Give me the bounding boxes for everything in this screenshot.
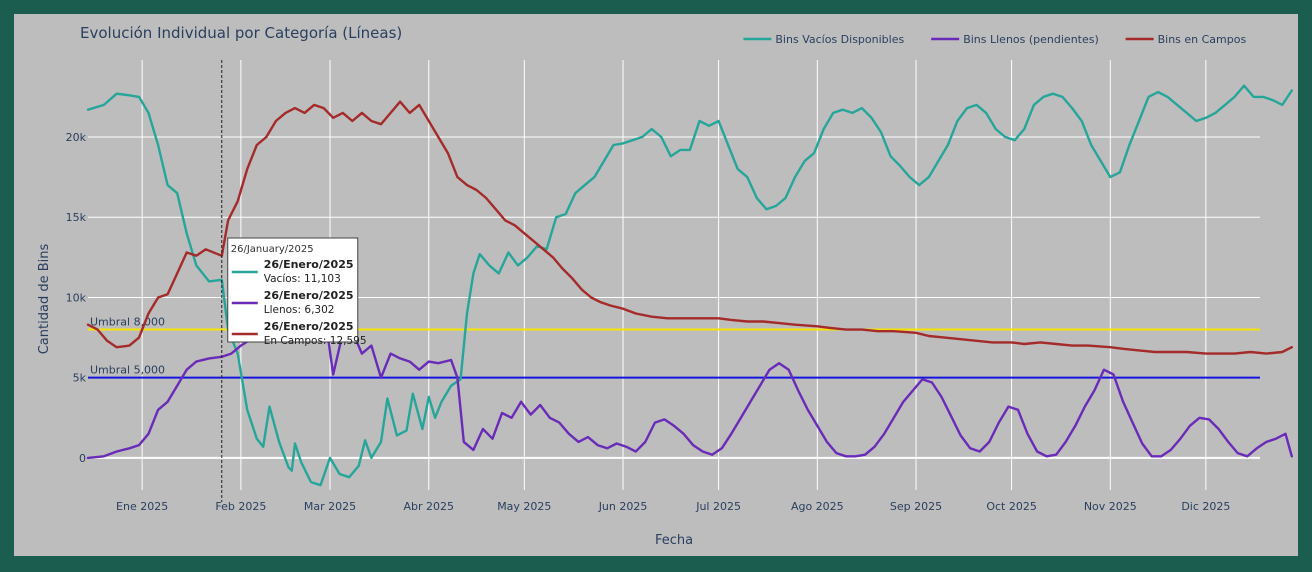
x-tick-label: Ago 2025 [791, 500, 844, 513]
legend-item[interactable]: Bins Llenos (pendientes) [931, 33, 1099, 46]
tooltip-date: 26/Enero/2025 [264, 289, 354, 302]
legend-label: Bins Vacíos Disponibles [775, 33, 904, 46]
x-tick-label: Dic 2025 [1181, 500, 1230, 513]
y-tick-label: 5k [73, 372, 87, 385]
threshold-label: Umbral 5,000 [90, 364, 165, 377]
tooltip-date: 26/Enero/2025 [264, 258, 354, 271]
x-tick-label: May 2025 [497, 500, 551, 513]
series-line[interactable] [86, 84, 1293, 487]
tooltip-value: Vacíos: 11,103 [264, 273, 341, 285]
threshold-label: Umbral 8,000 [90, 316, 165, 329]
y-tick-label: 20k [66, 131, 87, 144]
line-chart: Umbral 8,000 Umbral 5,000 Ene 2025 Feb 202… [37, 24, 1293, 548]
x-tick-label: Jul 2025 [695, 500, 741, 513]
x-tick-label: Abr 2025 [404, 500, 455, 513]
tooltip-value: Llenos: 6,302 [264, 304, 335, 316]
chart-title: Evolución Individual por Categoría (Líne… [80, 24, 402, 42]
x-tick-label: Nov 2025 [1084, 500, 1137, 513]
axes: Ene 2025 Feb 2025 Mar 2025 Abr 2025 May 2025… [66, 131, 1231, 513]
x-tick-label: Mar 2025 [304, 500, 356, 513]
thresholds: Umbral 8,000 Umbral 5,000 [88, 316, 1260, 379]
x-tick-label: Feb 2025 [215, 500, 266, 513]
legend[interactable]: Bins Vacíos Disponibles Bins Llenos (pend… [743, 33, 1246, 46]
series-line[interactable] [86, 100, 1293, 355]
x-tick-label: Jun 2025 [598, 500, 648, 513]
x-axis-title: Fecha [655, 533, 693, 548]
y-tick-label: 10k [66, 291, 87, 304]
hover-layer: 26/January/2025 26/Enero/2025 Vacíos: 11,1… [221, 60, 367, 502]
x-tick-label: Sep 2025 [890, 500, 942, 513]
y-axis-title: Cantidad de Bins [37, 244, 52, 355]
legend-item[interactable]: Bins Vacíos Disponibles [743, 33, 904, 46]
y-tick-label: 0 [79, 452, 86, 465]
y-tick-label: 15k [66, 211, 87, 224]
tooltip-header: 26/January/2025 [231, 244, 314, 255]
legend-label: Bins Llenos (pendientes) [963, 33, 1099, 46]
tooltip-value: En Campos: 12,595 [264, 335, 367, 347]
hover-tooltip [227, 237, 359, 343]
legend-item[interactable]: Bins en Campos [1125, 33, 1247, 46]
chart-frame: Umbral 8,000 Umbral 5,000 Ene 2025 Feb 202… [14, 14, 1298, 556]
legend-label: Bins en Campos [1158, 33, 1247, 46]
tooltip-date: 26/Enero/2025 [264, 320, 354, 333]
x-tick-label: Ene 2025 [116, 500, 168, 513]
x-tick-label: Oct 2025 [986, 500, 1037, 513]
